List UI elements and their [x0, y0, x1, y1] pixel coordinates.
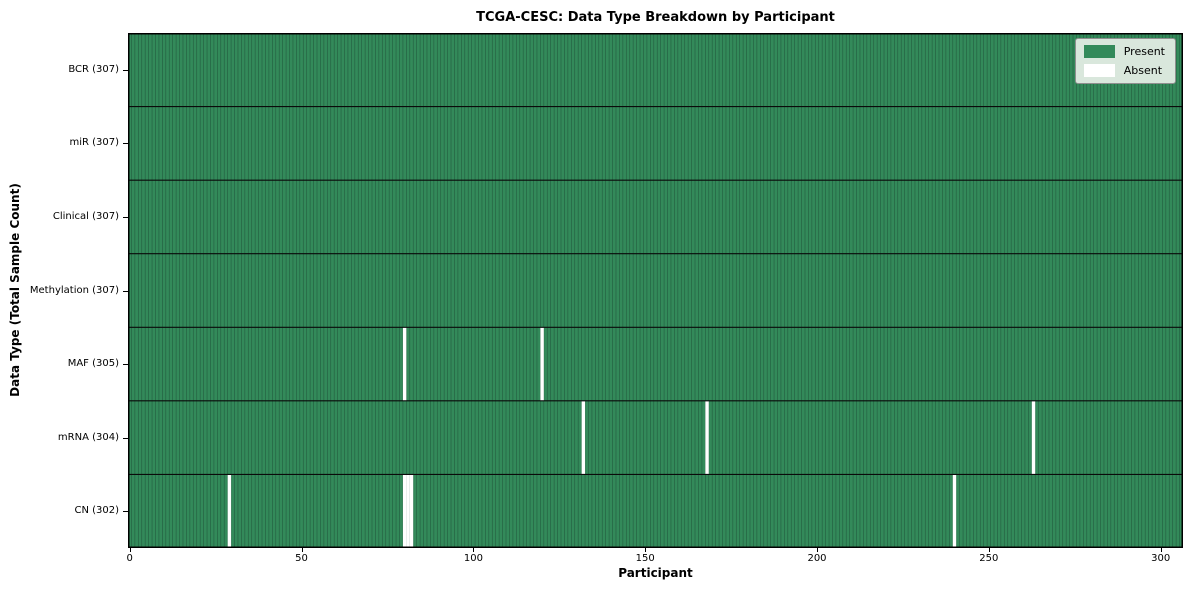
x-tick-mark — [1160, 548, 1162, 552]
legend: Present Absent — [1074, 38, 1176, 84]
x-tick-mark — [988, 548, 990, 552]
heatmap-grid — [128, 33, 1183, 548]
y-tick-mark — [123, 364, 128, 366]
x-tick-label: 100 — [463, 553, 483, 564]
chart-title: TCGA-CESC: Data Type Breakdown by Partic… — [476, 10, 835, 25]
legend-item-absent: Absent — [1083, 64, 1165, 77]
y-tick-label-bcr: BCR (307) — [68, 63, 119, 75]
y-tick-mark — [123, 511, 128, 513]
x-tick-mark — [473, 548, 475, 552]
x-tick-mark — [301, 548, 303, 552]
y-tick-mark — [123, 437, 128, 439]
y-tick-label-mrna: mRNA (304) — [57, 431, 119, 443]
y-tick-label-mir: miR (307) — [69, 137, 119, 149]
y-tick-label-cn: CN (302) — [74, 505, 119, 517]
y-tick-mark — [123, 69, 128, 71]
legend-label-absent: Absent — [1123, 64, 1163, 77]
x-tick-label: 200 — [807, 553, 827, 564]
y-tick-mark — [123, 216, 128, 218]
plot-area: Present Absent — [128, 33, 1183, 548]
x-tick-mark — [817, 548, 818, 552]
y-tick-label-clinical: Clinical (307) — [52, 210, 119, 222]
x-tick-label: 150 — [635, 553, 655, 564]
y-tick-mark — [123, 143, 128, 145]
x-axis-label: Participant — [618, 566, 693, 580]
legend-item-present: Present — [1083, 45, 1165, 58]
absent-swatch — [1083, 64, 1115, 77]
legend-label-present: Present — [1123, 45, 1165, 58]
y-tick-label-maf: MAF (305) — [67, 358, 119, 370]
x-tick-mark — [129, 548, 131, 552]
y-tick-mark — [123, 290, 128, 292]
x-tick-mark — [645, 548, 647, 552]
present-swatch — [1083, 45, 1115, 58]
x-tick-label: 0 — [126, 553, 133, 564]
y-tick-label-methylation: Methylation (307) — [29, 284, 119, 296]
x-tick-label: 50 — [295, 553, 308, 564]
x-tick-label: 250 — [979, 553, 999, 564]
x-tick-label: 300 — [1151, 553, 1171, 564]
